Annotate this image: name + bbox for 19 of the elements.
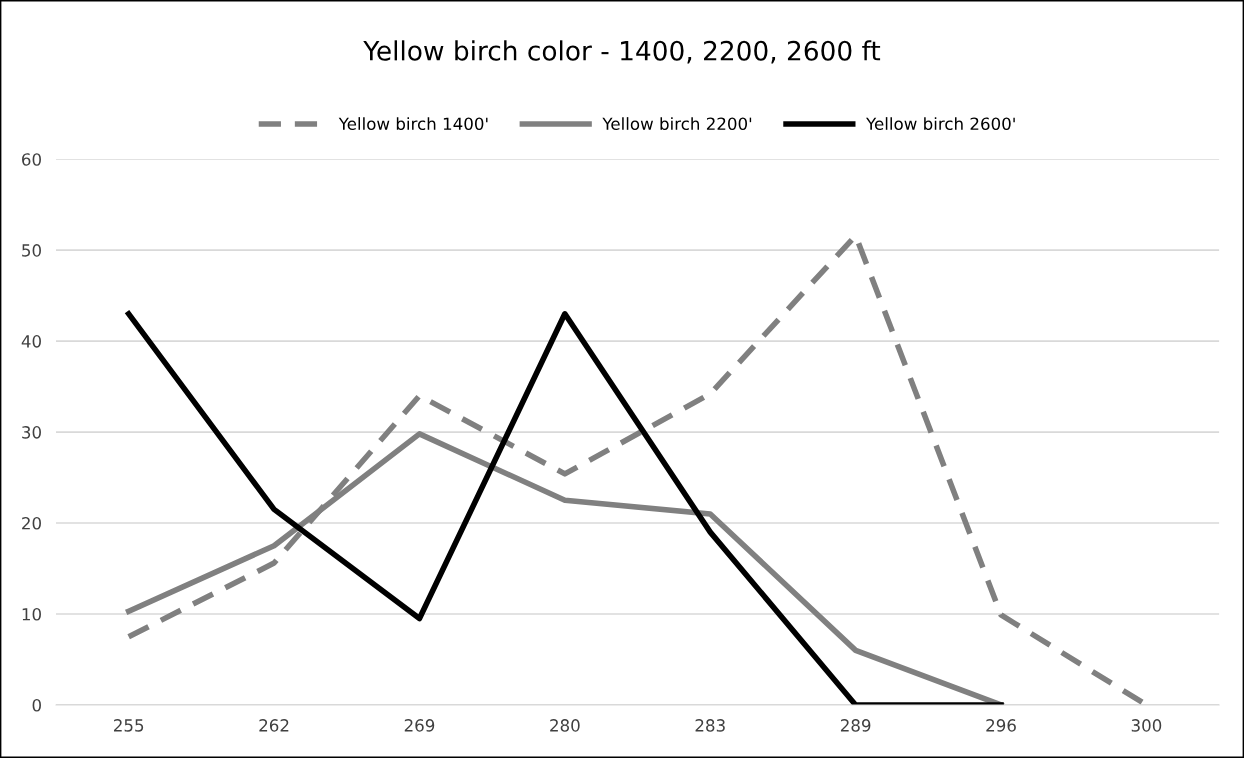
x-tick-label: 296 <box>986 719 1016 732</box>
chart-title: Yellow birch color - 1400, 2200, 2600 ft <box>363 40 881 64</box>
legend-label: Yellow birch 1400' <box>338 117 488 131</box>
y-tick-label: 0 <box>32 698 41 712</box>
x-tick-label: 269 <box>404 719 435 732</box>
y-tick-label: 20 <box>22 516 41 530</box>
y-tick-label: 50 <box>22 244 41 257</box>
y-tick-label: 60 <box>22 153 41 166</box>
x-tick-label: 289 <box>840 719 871 732</box>
x-tick-label: 280 <box>550 719 580 732</box>
x-tick-label: 283 <box>695 719 725 732</box>
x-tick-label: 255 <box>113 719 144 732</box>
legend-label: Yellow birch 2200' <box>602 117 752 131</box>
legend-label: Yellow birch 2600' <box>866 117 1015 131</box>
x-tick-label: 300 <box>1131 719 1162 732</box>
y-tick-label: 30 <box>22 426 41 439</box>
x-tick-label: 262 <box>259 719 289 732</box>
y-tick-label: 40 <box>21 335 41 348</box>
y-tick-label: 10 <box>22 607 41 621</box>
